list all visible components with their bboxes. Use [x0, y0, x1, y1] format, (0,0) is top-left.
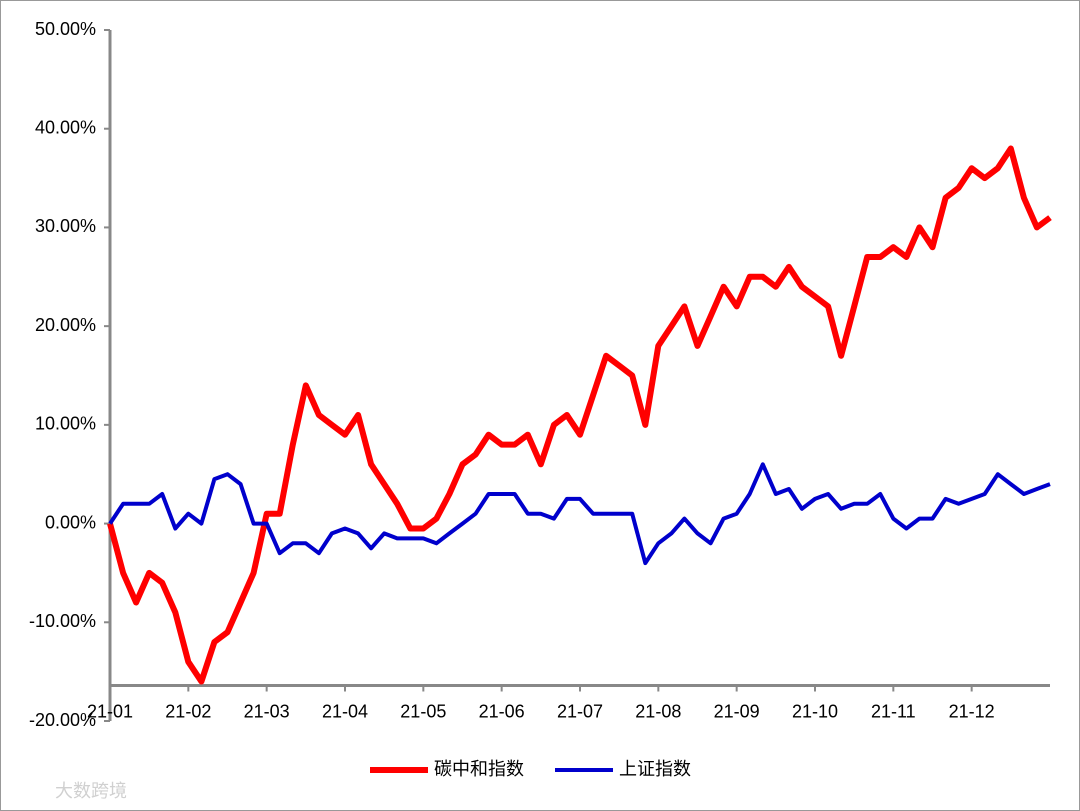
y-tick-label: 40.00% [35, 117, 96, 137]
y-tick-label: 10.00% [35, 414, 96, 434]
series-line [108, 462, 1051, 566]
legend-label: 上证指数 [619, 759, 691, 779]
y-tick-label: -10.00% [29, 611, 96, 631]
x-tick-label: 21-05 [400, 701, 446, 721]
x-tick-label: 21-07 [557, 701, 603, 721]
x-tick-label: 21-12 [949, 701, 995, 721]
y-tick-label: -20.00% [29, 710, 96, 730]
y-tick-label: 30.00% [35, 216, 96, 236]
x-tick-label: 21-02 [165, 701, 211, 721]
x-tick-label: 21-03 [244, 701, 290, 721]
series-line [107, 145, 1052, 685]
legend-label: 碳中和指数 [434, 759, 524, 779]
x-tick-label: 21-11 [871, 701, 916, 721]
x-tick-label: 21-10 [792, 701, 838, 721]
y-tick-label: 50.00% [35, 19, 96, 39]
x-tick-label: 21-09 [714, 701, 760, 721]
x-tick-label: 21-06 [479, 701, 525, 721]
x-tick-label: 21-01 [87, 701, 133, 721]
y-tick-label: 20.00% [35, 315, 96, 335]
x-tick-label: 21-08 [635, 701, 681, 721]
watermark: 大数跨境 [55, 781, 127, 801]
x-tick-label: 21-04 [322, 701, 368, 721]
y-tick-label: 0.00% [45, 512, 96, 532]
